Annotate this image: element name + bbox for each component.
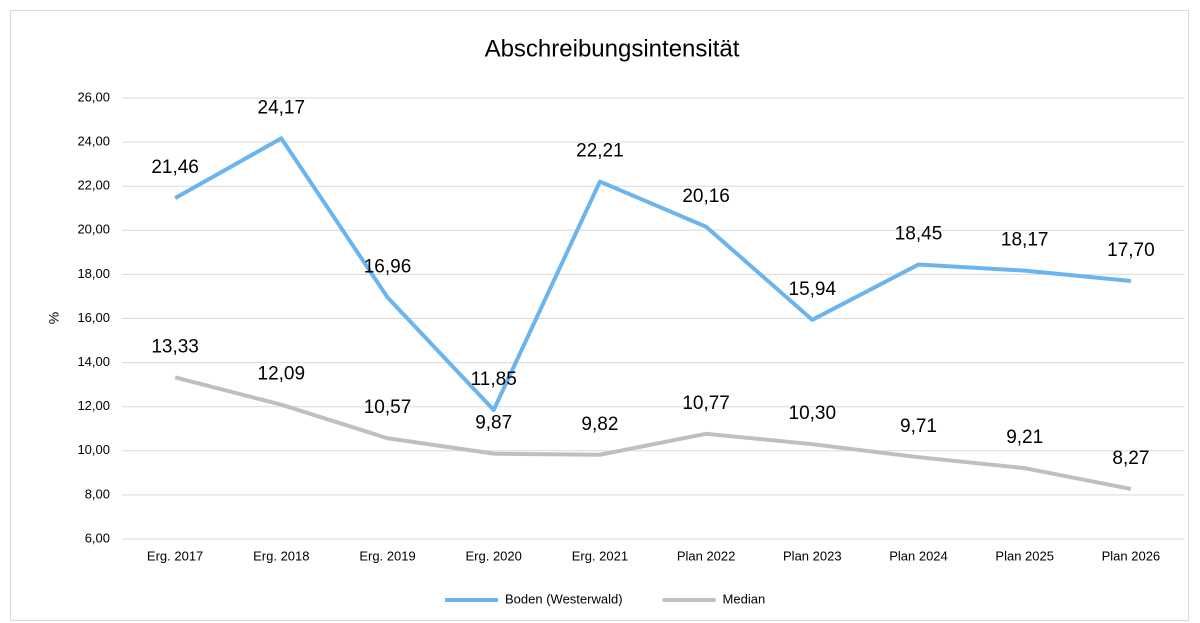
data-label: 9,87	[475, 413, 512, 434]
data-label: 18,17	[1001, 230, 1049, 251]
data-label: 10,77	[682, 393, 730, 414]
chart-frame	[10, 10, 1189, 621]
data-label: 10,57	[364, 397, 412, 418]
data-label: 15,94	[789, 279, 837, 300]
legend-label: Median	[723, 591, 766, 606]
x-tick-label: Plan 2022	[677, 548, 736, 563]
data-label: 9,82	[581, 414, 618, 435]
data-label: 13,33	[151, 336, 199, 357]
x-tick-label: Plan 2024	[889, 548, 948, 563]
data-label: 20,16	[682, 186, 730, 207]
legend-label: Boden (Westerwald)	[505, 591, 623, 606]
data-label: 8,27	[1112, 448, 1149, 469]
y-tick-label: 6,00	[85, 530, 110, 545]
y-tick-label: 12,00	[77, 398, 110, 413]
data-label: 9,21	[1006, 427, 1043, 448]
x-tick-label: Erg. 2019	[359, 548, 415, 563]
data-label: 22,21	[576, 141, 624, 162]
series-line	[174, 375, 1132, 491]
y-tick-label: 8,00	[85, 486, 110, 501]
x-tick-label: Plan 2025	[995, 548, 1054, 563]
y-tick-label: 10,00	[77, 442, 110, 457]
data-label: 21,46	[151, 157, 199, 178]
data-label: 17,70	[1107, 240, 1155, 261]
data-label: 9,71	[900, 416, 937, 437]
y-tick-label: 24,00	[77, 134, 110, 149]
x-tick-label: Erg. 2018	[253, 548, 309, 563]
y-tick-label: 14,00	[77, 354, 110, 369]
data-label: 10,30	[789, 403, 837, 424]
y-tick-label: 16,00	[77, 310, 110, 325]
data-label: 18,45	[895, 223, 943, 244]
x-tick-label: Erg. 2021	[572, 548, 628, 563]
y-tick-label: 26,00	[77, 89, 110, 104]
chart-title: Abschreibungsintensität	[485, 35, 740, 62]
y-tick-label: 22,00	[77, 178, 110, 193]
y-axis-title: %	[46, 312, 62, 324]
x-tick-label: Erg. 2017	[147, 548, 203, 563]
series-line	[174, 136, 1132, 413]
x-tick-label: Plan 2026	[1102, 548, 1161, 563]
y-tick-label: 18,00	[77, 266, 110, 281]
x-tick-label: Plan 2023	[783, 548, 842, 563]
x-tick-label: Erg. 2020	[466, 548, 522, 563]
data-label: 11,85	[471, 369, 517, 390]
data-label: 12,09	[258, 364, 306, 385]
data-label: 16,96	[364, 256, 412, 277]
data-label: 24,17	[258, 97, 306, 118]
y-tick-label: 20,00	[77, 222, 110, 237]
